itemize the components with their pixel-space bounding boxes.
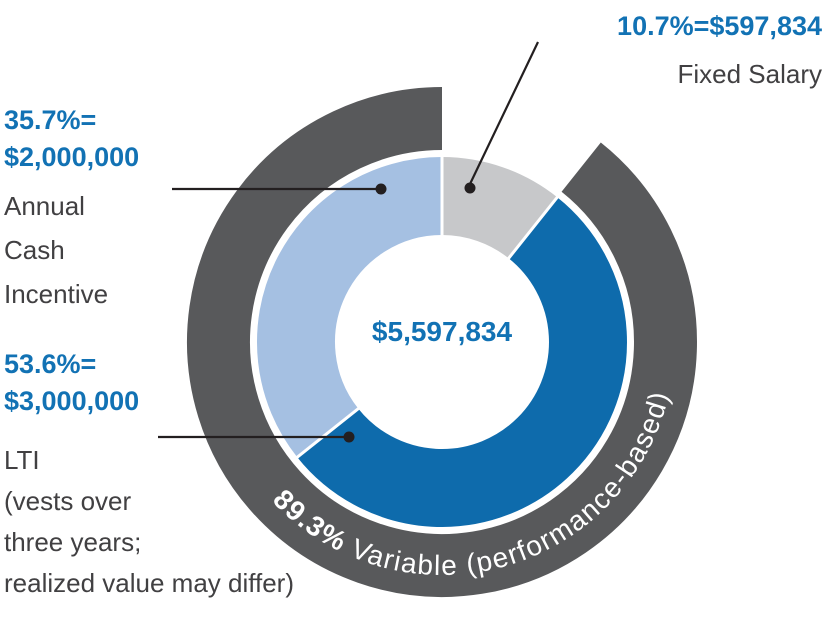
fixed-salary-name: Fixed Salary xyxy=(677,59,823,89)
annual-cash-description: Annual Cash Incentive xyxy=(4,184,139,316)
lti-desc-line: realized value may differ) xyxy=(4,568,294,598)
donut-segments-layer xyxy=(257,157,627,527)
fixed-salary-leader-line xyxy=(469,41,539,185)
annual-cash-leader-dot xyxy=(375,183,387,195)
annual-cash-callout: 35.7%= $2,000,000 Annual Cash Incentive xyxy=(4,102,139,316)
center-total: $5,597,834 xyxy=(372,316,513,347)
lti-desc-line: three years; xyxy=(4,527,142,557)
fixed-salary-value: 10.7%=$597,834 xyxy=(617,11,822,41)
lti-value: $3,000,000 xyxy=(4,386,140,416)
fixed-salary-leader-dot xyxy=(464,182,476,194)
lti-leader-dot xyxy=(343,431,355,443)
fixed-salary-callout: 10.7%=$597,834 Fixed Salary xyxy=(617,8,822,89)
lti-callout: 53.6%= $3,000,000 LTI (vests over three … xyxy=(4,346,294,604)
lti-desc-line: (vests over xyxy=(4,486,132,516)
outer-ring-variable xyxy=(187,87,697,597)
annual-cash-value: $2,000,000 xyxy=(4,142,140,172)
annual-cash-percent: 35.7%= xyxy=(4,105,97,135)
annual-cash-desc-line: Incentive xyxy=(4,279,109,309)
annual-cash-desc-line: Annual xyxy=(4,191,85,221)
outer-ring-layer xyxy=(187,87,697,597)
lti-description: LTI (vests over three years; realized va… xyxy=(4,440,294,604)
segment-separator xyxy=(293,404,363,461)
leader-lines-layer xyxy=(158,41,539,443)
lti-percent: 53.6%= xyxy=(4,349,97,379)
segment-annual-cash-incentive xyxy=(257,157,444,458)
segment-fixed-salary xyxy=(440,157,558,260)
annual-cash-desc-line: Cash xyxy=(4,235,65,265)
segment-separators-layer xyxy=(293,153,561,461)
segment-separator xyxy=(504,193,561,263)
segment-lti xyxy=(297,197,627,527)
lti-desc-line: LTI xyxy=(4,445,40,475)
